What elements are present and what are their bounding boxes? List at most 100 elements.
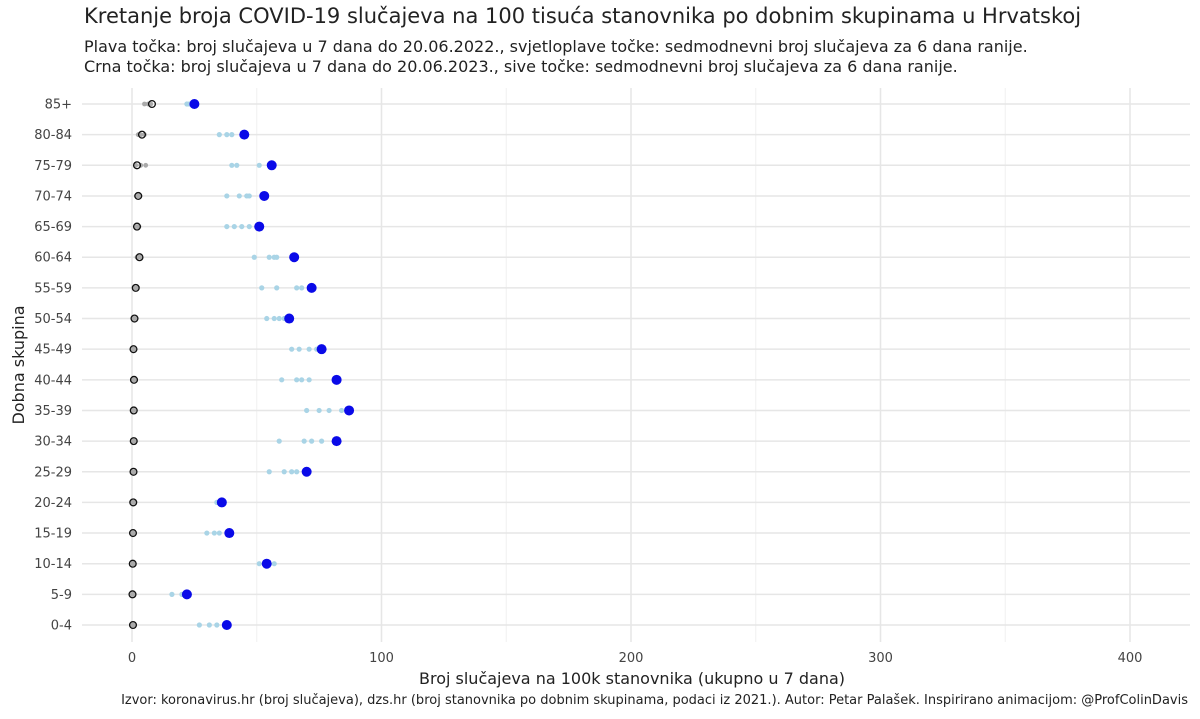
point-2023-previous-day	[131, 469, 137, 475]
y-tick-label: 25-29	[34, 465, 72, 480]
point-2022-previous-day	[224, 223, 230, 230]
y-tick-label: 30-34	[34, 435, 72, 450]
point-2022-previous-day	[266, 469, 272, 475]
point-2022-previous-day	[216, 530, 222, 536]
point-2023-previous-day	[131, 408, 137, 413]
point-2022-previous-day	[204, 530, 210, 536]
point-2023-current	[134, 191, 143, 200]
point-2022-current	[216, 497, 227, 508]
point-2022-previous-day	[279, 377, 285, 383]
point-2022-previous-day	[338, 407, 345, 414]
y-tick-label: 65-69	[34, 220, 72, 235]
point-2023-current	[128, 620, 138, 630]
y-tick-label: 45-49	[34, 343, 72, 358]
point-2022-previous-day	[251, 254, 257, 260]
point-2022-previous-day	[271, 315, 277, 322]
point-2022-current	[301, 466, 312, 477]
point-2023-current	[129, 467, 138, 476]
point-2023-previous-day	[132, 377, 137, 383]
y-tick-label: 40-44	[34, 373, 72, 388]
point-2022-current	[189, 99, 200, 109]
x-axis-label: Broj slučajeva na 100k stanovnika (ukupn…	[419, 669, 845, 688]
point-2022-current	[284, 313, 295, 324]
point-2022-previous-day	[276, 438, 282, 444]
point-2022-current	[306, 282, 317, 293]
point-2022-previous-day	[206, 622, 212, 628]
point-2023-previous-day	[131, 530, 136, 536]
y-tick-label: 75-79	[34, 159, 72, 174]
point-2023-previous-day	[130, 591, 136, 597]
point-2022-previous-day	[299, 377, 305, 383]
point-2022-previous-day	[306, 377, 312, 383]
point-2023-current	[128, 590, 137, 599]
x-tick-label: 400	[1118, 651, 1143, 666]
x-tick-labels: 0 100 200 300 400	[128, 651, 1143, 666]
x-tick-label: 0	[128, 651, 136, 666]
point-2022-previous-day	[169, 591, 175, 597]
y-tick-label: 55-59	[34, 281, 72, 296]
y-tick-label: 0-4	[51, 619, 72, 634]
point-2022-previous-day	[306, 346, 312, 352]
y-tick-label: 20-24	[34, 496, 72, 511]
data-points	[128, 99, 355, 630]
point-2023-previous-day	[131, 438, 137, 444]
point-2023-previous-day	[131, 622, 137, 628]
point-2022-previous-day	[309, 438, 315, 444]
point-2022-previous-day	[289, 346, 295, 352]
point-2022-previous-day	[224, 193, 230, 199]
y-tick-label: 80-84	[34, 128, 72, 143]
y-tick-label: 15-19	[34, 527, 72, 542]
point-2023-previous-day	[132, 316, 138, 321]
point-2022-current	[344, 405, 355, 416]
point-2023-previous-day	[142, 101, 147, 107]
point-2023-current	[130, 314, 139, 323]
y-tick-label: 10-14	[34, 557, 72, 572]
point-2022-current	[254, 221, 265, 232]
point-2022-previous-day	[231, 223, 237, 230]
y-tick-label: 50-54	[34, 312, 72, 327]
point-2022-previous-day	[301, 438, 307, 444]
point-2023-previous-day	[148, 101, 154, 107]
y-tick-label: 85+	[45, 98, 72, 113]
point-2022-previous-day	[234, 162, 240, 168]
point-2023-current	[129, 406, 138, 415]
x-tick-label: 200	[619, 651, 644, 666]
y-tick-label: 35-39	[34, 404, 72, 419]
y-tick-labels: 0-4 5-9 10-14 15-19 20-24 25-29 30-34 35-39 40-4…	[34, 98, 72, 634]
point-2022-previous-day	[316, 407, 322, 414]
point-2022-previous-day	[304, 407, 310, 414]
point-2022-previous-day	[256, 162, 262, 168]
x-tick-label: 300	[868, 651, 893, 666]
point-2022-previous-day	[196, 622, 202, 628]
grid-layer	[82, 88, 1190, 642]
point-2022-current	[239, 129, 250, 140]
point-2023-current	[129, 498, 138, 507]
chart-subtitle-line-2: Crna točka: broj slučajeva u 7 dana do 2…	[84, 57, 958, 76]
point-2023-current	[132, 161, 142, 170]
point-2022-current	[259, 190, 270, 201]
point-2022-previous-day	[319, 438, 325, 444]
point-2023-previous-day	[143, 162, 149, 168]
point-2022-current	[221, 620, 232, 630]
point-2022-previous-day	[274, 285, 280, 291]
point-2023-current	[132, 222, 142, 231]
point-2022-previous-day	[299, 285, 305, 291]
point-2022-previous-day	[289, 469, 295, 475]
chart-subtitle-line-1: Plava točka: broj slučajeva u 7 dana do …	[84, 37, 1028, 56]
point-2022-previous-day	[239, 223, 245, 230]
point-2022-previous-day	[276, 315, 282, 322]
point-2022-previous-day	[259, 285, 265, 291]
chart-caption: Izvor: koronavirus.hr (broj slučajeva), …	[121, 693, 1188, 708]
point-2022-previous-day	[246, 193, 252, 199]
point-2022-previous-day	[236, 193, 242, 199]
point-2023-previous-day	[130, 561, 136, 567]
point-2022-previous-day	[256, 561, 262, 567]
point-2022-previous-day	[224, 132, 230, 138]
y-tick-label: 5-9	[51, 588, 72, 603]
chart-title: Kretanje broja COVID-19 slučajeva na 100…	[84, 4, 1082, 28]
point-2022-current	[316, 344, 327, 355]
point-2022-previous-day	[274, 254, 280, 260]
point-2023-previous-day	[133, 162, 139, 168]
point-2022-current	[181, 589, 192, 600]
point-2022-previous-day	[246, 223, 252, 230]
